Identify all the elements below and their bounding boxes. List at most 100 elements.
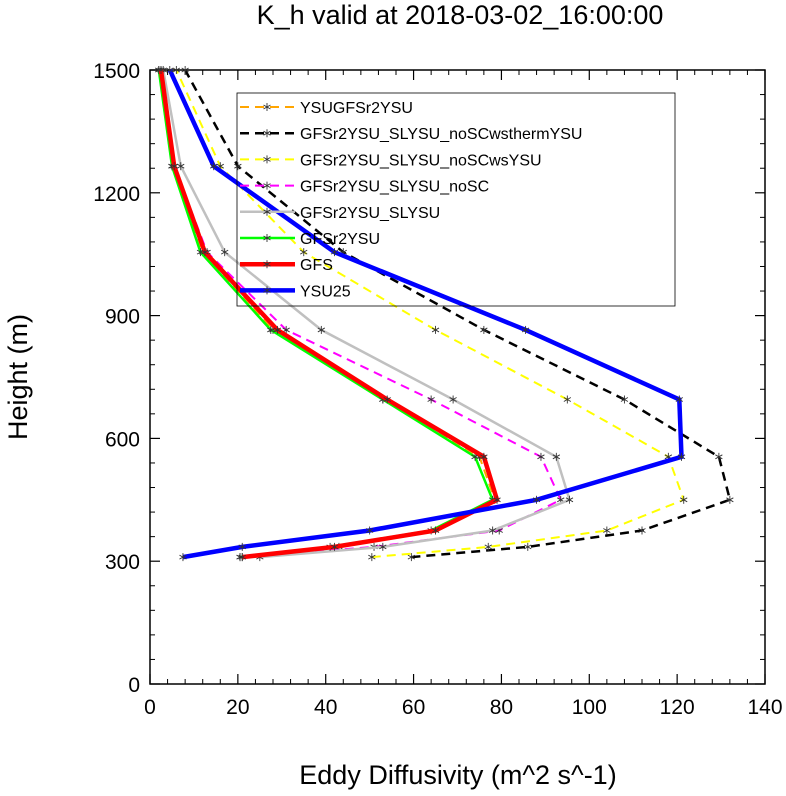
series-line (167, 69, 684, 560)
legend-marker (263, 129, 271, 138)
marker-stroke (263, 288, 271, 293)
series-line (158, 69, 500, 560)
series-point (379, 542, 387, 551)
legend-label: GFS (300, 257, 333, 274)
legend-item: GFSr2YSU_SLYSU_noSC (240, 179, 489, 196)
y-tick-label: 300 (105, 551, 140, 574)
marker-stroke (552, 454, 561, 460)
legend-label: YSU25 (300, 283, 351, 300)
series-point (273, 325, 282, 334)
legend-item: GFSr2YSU_SLYSU_noSCwsthermYSU (240, 126, 582, 143)
marker-stroke (263, 130, 271, 136)
y-tick-label: 1200 (93, 183, 140, 206)
marker-stroke (330, 249, 339, 255)
marker-stroke (166, 67, 174, 73)
plot-frame (149, 69, 766, 685)
legend-item: GFSr2YSU (240, 231, 380, 248)
marker-stroke (675, 397, 684, 402)
marker-stroke (238, 544, 246, 550)
marker-stroke (263, 209, 271, 215)
series-point (238, 553, 246, 562)
series-point (620, 395, 629, 404)
marker-stroke (273, 327, 282, 333)
x-tick-label: 20 (226, 696, 249, 719)
series-point (677, 452, 686, 461)
marker-stroke (557, 497, 565, 503)
series-point (201, 248, 209, 257)
series-point (449, 395, 457, 404)
marker-stroke (521, 327, 530, 333)
series-point (715, 452, 723, 461)
series-point (300, 248, 308, 257)
series-point (177, 162, 185, 171)
legend-label: GFSr2YSU (300, 231, 380, 248)
y-tick-label: 900 (105, 306, 140, 329)
y-tick-label: 1500 (93, 60, 140, 83)
series-point (238, 542, 246, 551)
series-point (484, 542, 492, 551)
legend-marker (263, 103, 271, 111)
series-point (166, 66, 174, 74)
series-point (330, 248, 339, 257)
marker-stroke (201, 249, 209, 255)
marker-stroke (620, 397, 629, 402)
x-tick-label: 120 (660, 696, 695, 719)
series-line (175, 69, 685, 559)
marker-stroke (170, 163, 178, 169)
series-point (488, 526, 497, 535)
series-line (161, 69, 572, 559)
series-point (638, 526, 646, 535)
series-lines (155, 66, 734, 562)
series-YSU25 (166, 66, 686, 562)
marker-stroke (484, 544, 492, 550)
x-tick-label: 80 (490, 696, 513, 719)
marker-stroke (495, 528, 503, 533)
series-point (563, 395, 572, 404)
legend-marker (263, 260, 271, 269)
series-point (675, 395, 684, 404)
marker-stroke (726, 497, 734, 503)
marker-stroke (664, 454, 673, 460)
legend-label: GFSr2YSU_SLYSU_noSC (300, 179, 489, 196)
series-point (493, 495, 501, 504)
marker-stroke (263, 261, 271, 267)
marker-stroke (480, 327, 488, 333)
series-point (209, 162, 218, 171)
series-point (680, 495, 688, 504)
series-point (521, 325, 530, 334)
legend-marker (263, 181, 271, 190)
marker-stroke (282, 327, 290, 333)
series-point (220, 248, 229, 257)
legend-item: GFSr2YSU_SLYSU (240, 205, 440, 222)
axes: 0 20 40 60 80 100 120 140 0 300 600 900 1200 1500 (93, 60, 782, 719)
marker-stroke (532, 497, 541, 503)
series-point (330, 542, 339, 551)
marker-stroke (234, 163, 242, 169)
marker-stroke (407, 554, 416, 560)
legend: YSUGFSr2YSU GFSr2YSU_SLYSU_noSCwsthermYSU… (236, 92, 676, 307)
series-GFSr2YSU_SLYSU_noSCwsthermYSU (181, 66, 734, 562)
series-point (179, 553, 187, 562)
series-point (172, 66, 181, 74)
series-point (383, 395, 391, 404)
marker-stroke (263, 104, 271, 110)
legend-item: YSU25 (240, 283, 351, 300)
series-point (431, 526, 440, 535)
marker-stroke (220, 249, 229, 255)
series-point (431, 325, 440, 334)
series-point (365, 526, 374, 535)
marker-stroke (638, 528, 646, 533)
legend-item: GFSr2YSU_SLYSU_noSCwsYSU (240, 152, 542, 169)
marker-stroke (680, 497, 688, 503)
legend-marker (263, 234, 271, 242)
series-point (368, 553, 376, 562)
y-axis-title: Height (m) (3, 314, 33, 440)
marker-stroke (603, 528, 611, 533)
series-point (407, 553, 416, 562)
legend-marker (263, 155, 271, 164)
legend-marker (263, 207, 271, 216)
legend-label: GFSr2YSU_SLYSU (300, 205, 440, 222)
legend-label: GFSr2YSU_SLYSU_noSCwsYSU (300, 152, 542, 169)
marker-stroke (493, 497, 501, 503)
